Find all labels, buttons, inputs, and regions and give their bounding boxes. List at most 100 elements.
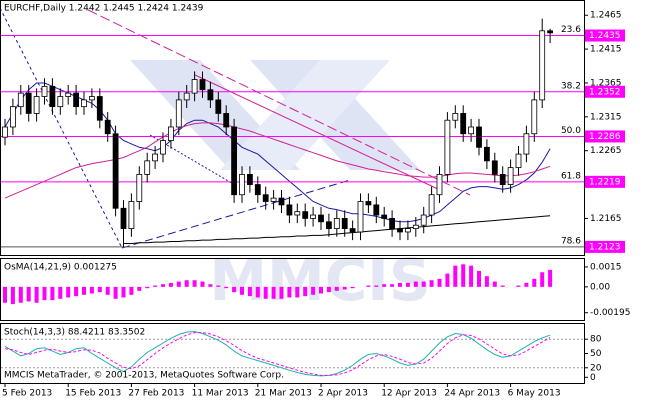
osma-bar xyxy=(168,282,173,287)
price-box-label: 1.2286 xyxy=(589,132,621,142)
osma-bar xyxy=(398,282,402,287)
osma-bar xyxy=(524,282,529,287)
osma-header: OsMA(14,21,9) 0.001275 xyxy=(4,263,117,273)
osma-bar xyxy=(263,286,268,299)
osma-bar xyxy=(208,284,213,287)
candle-body xyxy=(278,197,285,206)
osma-bar xyxy=(240,286,244,295)
candle-body xyxy=(73,92,79,108)
x-tick-label: 12 Apr 2013 xyxy=(381,389,437,399)
y-tick-label: 1.2165 xyxy=(590,214,622,224)
osma-bar xyxy=(145,286,150,289)
candle-body xyxy=(33,96,40,114)
candle-body xyxy=(136,173,143,202)
trend-line xyxy=(121,179,351,249)
candle-body xyxy=(215,99,222,114)
candle-body xyxy=(49,85,56,108)
osma-bar xyxy=(484,276,489,287)
osma-bar xyxy=(89,286,94,294)
osma-bar xyxy=(153,285,158,287)
osma-bar xyxy=(74,286,79,297)
osma-bar xyxy=(532,278,537,287)
stoch-panel-frame xyxy=(0,323,585,384)
y-tick-label: 20 xyxy=(590,363,602,373)
price-panel-frame xyxy=(0,0,585,256)
y-tick-label: 80 xyxy=(590,335,602,345)
osma-bar xyxy=(232,286,237,293)
watermark-text: MMCIS xyxy=(209,246,430,314)
candle-body xyxy=(310,214,317,219)
y-tick-label: 0.0015 xyxy=(590,262,622,272)
candle-body xyxy=(262,194,269,202)
candle-body xyxy=(246,173,253,185)
osma-bar xyxy=(113,286,118,299)
candle-body xyxy=(25,92,32,114)
candle-body xyxy=(539,30,546,101)
osma-bar xyxy=(224,286,229,289)
fib-label: 50.0 xyxy=(561,126,581,136)
candle-body xyxy=(191,79,198,94)
candle-body xyxy=(294,211,301,216)
osma-bar xyxy=(200,281,205,287)
osma-bar xyxy=(374,285,379,287)
osma-bar xyxy=(97,286,102,293)
candle-body xyxy=(96,96,103,121)
candle-body xyxy=(452,113,459,121)
line-series xyxy=(4,331,551,377)
candle-body xyxy=(515,153,522,169)
x-tick-label: 27 Feb 2013 xyxy=(128,389,184,399)
osma-bar xyxy=(326,286,331,293)
candle-body xyxy=(389,218,396,229)
candle-body xyxy=(357,201,364,233)
candle-body xyxy=(523,133,530,155)
price-box-label: 1.2219 xyxy=(589,177,621,187)
candle-body xyxy=(167,126,174,141)
y-tick-label: 0.00 xyxy=(590,282,610,292)
osma-bar xyxy=(429,280,434,287)
candle-body xyxy=(9,106,16,128)
candle-body xyxy=(468,126,475,135)
candle-body xyxy=(207,89,214,101)
x-tick-label: 24 Apr 2013 xyxy=(444,389,500,399)
candle-body xyxy=(128,201,135,229)
candle-body xyxy=(175,99,182,128)
osma-bar xyxy=(255,286,260,298)
osma-bar xyxy=(287,286,292,298)
candle-body xyxy=(349,228,356,233)
candle-body xyxy=(531,99,538,135)
candle-body xyxy=(57,96,64,108)
candle-body xyxy=(183,92,190,101)
osma-bar xyxy=(216,285,221,287)
candle-body xyxy=(381,214,388,219)
osma-bar xyxy=(366,285,371,287)
osma-bar xyxy=(82,286,86,295)
line-series xyxy=(4,122,551,199)
candle-body xyxy=(89,96,95,101)
osma-bar xyxy=(437,278,442,287)
candle-body xyxy=(254,184,261,196)
osma-bar xyxy=(334,286,339,291)
candle-body xyxy=(428,194,435,216)
osma-bar xyxy=(271,286,276,299)
price-header: EURCHF,Daily 1.2442 1.2445 1.2424 1.2439 xyxy=(4,4,204,14)
y-tick-label: -0.00195 xyxy=(590,308,630,318)
osma-bar xyxy=(161,284,165,287)
candle-body xyxy=(120,207,127,229)
candle-body xyxy=(2,126,8,138)
osma-bar xyxy=(453,265,458,287)
candle-body xyxy=(412,224,419,229)
price-box-label: 1.2435 xyxy=(589,31,621,41)
osma-bar xyxy=(129,286,134,295)
candle-body xyxy=(231,126,238,196)
candle-body xyxy=(547,30,553,34)
candle-body xyxy=(112,133,119,209)
y-tick-label: 0 xyxy=(590,373,596,383)
osma-bar xyxy=(279,286,284,299)
osma-bar xyxy=(18,286,23,303)
osma-bar xyxy=(500,285,505,287)
line-series xyxy=(4,82,551,223)
y-tick-label: 1.2415 xyxy=(590,45,622,55)
trend-line xyxy=(87,9,471,196)
x-tick-label: 21 Mar 2013 xyxy=(255,389,312,399)
candle-body xyxy=(270,197,277,202)
